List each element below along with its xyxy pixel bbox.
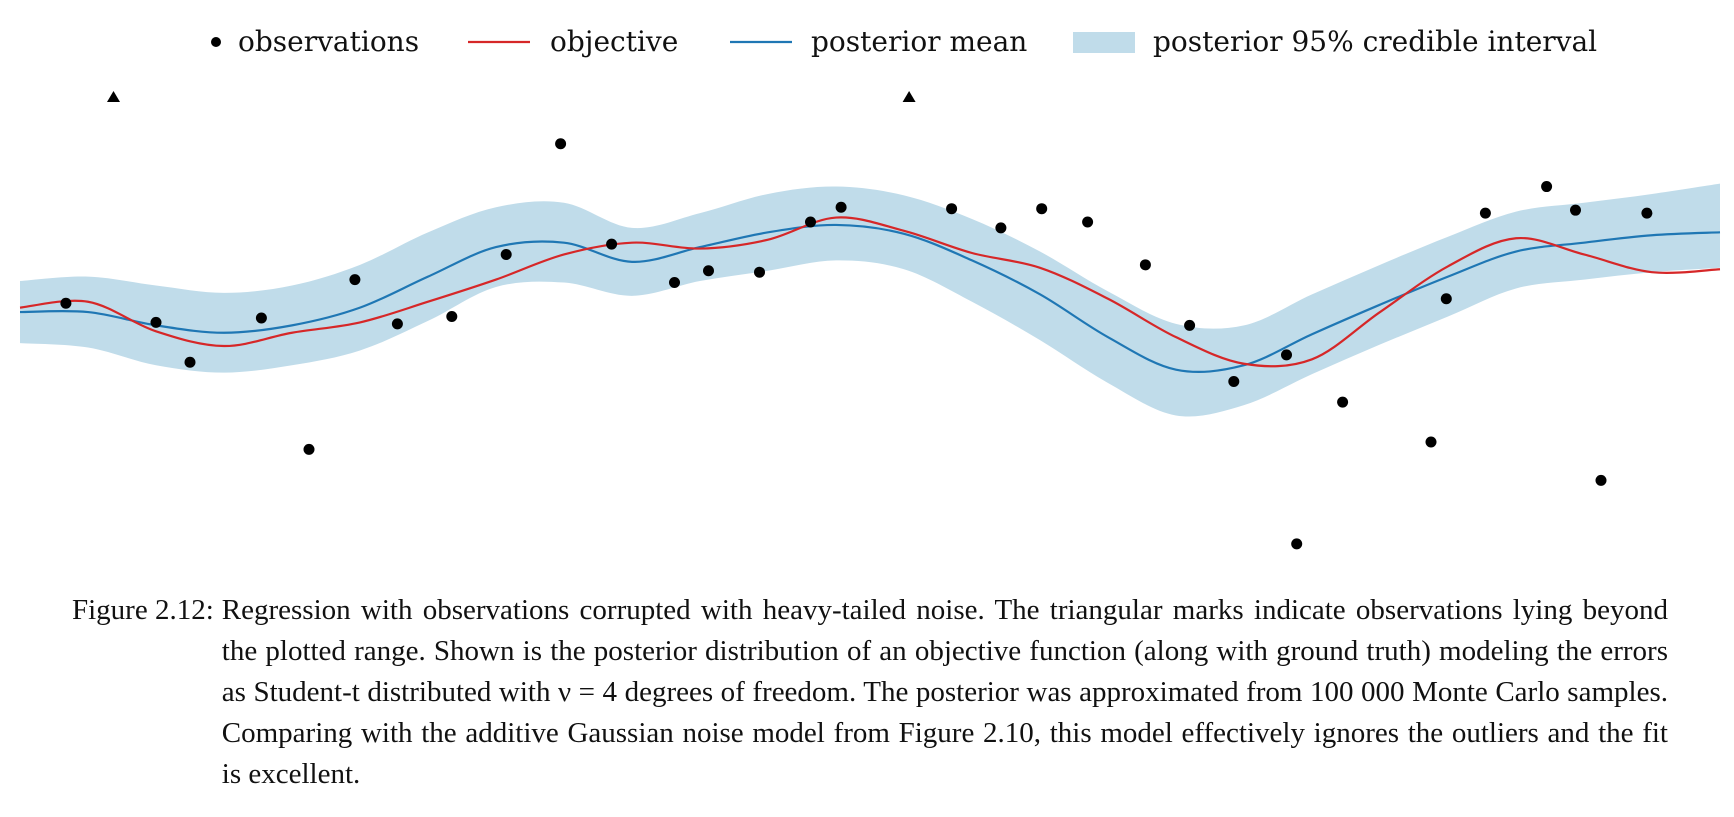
observation-point	[1641, 207, 1653, 219]
observation-point	[446, 311, 458, 322]
observation-point	[1479, 207, 1491, 219]
regression-figure: observations objective posterior mean po…	[19, 25, 1721, 550]
observation-point	[754, 266, 765, 278]
observation-point	[946, 203, 958, 215]
legend-observations-marker	[211, 37, 221, 47]
observation-point	[1281, 349, 1292, 361]
observation-point	[1425, 436, 1437, 448]
observation-point	[500, 248, 512, 260]
observation-point	[1082, 216, 1094, 228]
observation-point	[150, 316, 162, 328]
plot-area	[19, 91, 1721, 550]
legend-observations-label: observations	[238, 25, 419, 58]
observation-point	[1228, 375, 1240, 387]
caption-label: Figure 2.12:	[72, 594, 214, 626]
observation-point	[391, 318, 403, 330]
observation-point	[255, 312, 267, 324]
observation-point	[606, 238, 618, 250]
observation-point	[1139, 259, 1151, 271]
observation-point	[805, 216, 816, 228]
observation-point	[349, 274, 361, 286]
observation-point	[60, 297, 72, 309]
caption-text: Regression with observations corrupted w…	[221, 594, 1668, 790]
observation-point	[669, 277, 680, 289]
observation-point	[1337, 396, 1349, 408]
objective-line	[19, 216, 1721, 368]
observation-point	[303, 443, 315, 455]
observation-point	[1440, 293, 1452, 305]
posterior-mean-line	[19, 223, 1721, 374]
observation-point	[835, 201, 847, 213]
legend-posterior-mean-label: posterior mean	[811, 25, 1027, 58]
observation-point	[1291, 538, 1303, 550]
out-of-range-triangle-marker	[902, 91, 916, 102]
out-of-range-triangle-marker	[107, 91, 120, 102]
figure-caption: Figure 2.12: Regression with observation…	[72, 590, 1668, 795]
observation-point	[703, 265, 714, 277]
observation-point	[995, 222, 1007, 234]
observation-point	[1036, 203, 1048, 215]
observation-point	[184, 356, 196, 368]
credible-interval-band	[20, 183, 1720, 417]
observation-point	[555, 138, 567, 150]
observation-point	[1595, 474, 1607, 486]
legend-interval-label: posterior 95% credible interval	[1153, 25, 1597, 58]
legend: observations objective posterior mean po…	[211, 25, 1597, 58]
observation-point	[1570, 204, 1581, 216]
legend-objective-label: objective	[550, 25, 678, 58]
observation-point	[1184, 319, 1196, 331]
observation-point	[1541, 181, 1553, 193]
observation-points	[60, 138, 1653, 550]
legend-interval-swatch	[1073, 32, 1135, 53]
out-of-range-markers	[107, 91, 916, 102]
